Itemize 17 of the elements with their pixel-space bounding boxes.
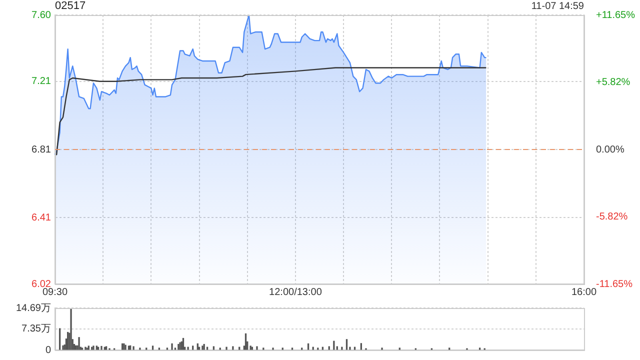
y-tick-label: 7.35万 — [22, 324, 51, 335]
y-tick-label: 7.60 — [32, 10, 52, 21]
x-tick-label: 12:00/13:00 — [269, 286, 322, 298]
y2-tick-label: 0.00% — [596, 144, 624, 156]
x-tick-label: 16:00 — [571, 286, 597, 298]
y-tick-label: 7.21 — [32, 76, 52, 88]
y2-tick-label: -11.65% — [596, 278, 633, 290]
y2-tick-label: -5.82% — [596, 211, 628, 222]
y2-tick-label: +11.65% — [596, 10, 636, 21]
text: 11-07 14:59 — [531, 1, 584, 12]
y-tick-label: 14.69万 — [16, 302, 51, 314]
y-tick-label: 6.41 — [32, 212, 52, 224]
chart-title: 02517 — [55, 0, 86, 12]
y-tick-label: 0 — [45, 344, 52, 356]
y2-tick-label: +5.82% — [596, 77, 630, 88]
x-tick-label: 09:30 — [42, 286, 68, 298]
y-tick-label: 6.81 — [32, 144, 52, 156]
